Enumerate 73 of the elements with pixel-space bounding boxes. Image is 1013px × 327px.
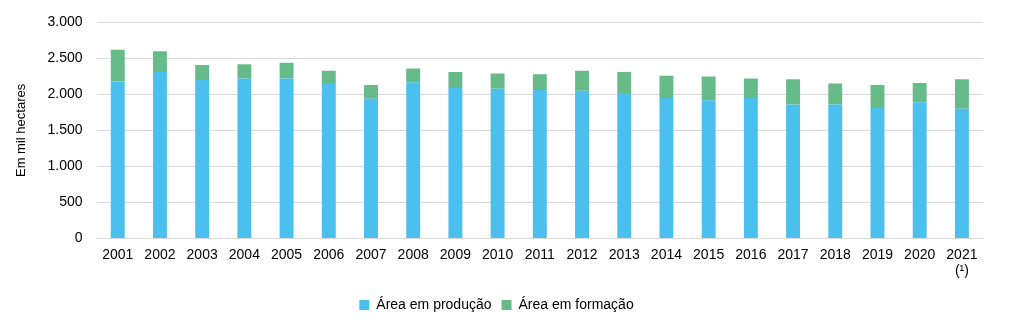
- bar: [912, 102, 927, 238]
- y-tick-label: 2.000: [47, 85, 83, 102]
- y-tick-label: 2.500: [47, 49, 83, 66]
- y-axis-title: Em mil hectares: [13, 83, 29, 177]
- bar: [786, 104, 801, 238]
- x-tick-label: 2007: [355, 245, 387, 262]
- bar: [870, 108, 885, 238]
- y-tick-label: 500: [59, 193, 83, 210]
- x-tick-label: 2005: [270, 245, 303, 262]
- bar: [828, 104, 843, 238]
- x-tick-label: 2011: [524, 245, 556, 262]
- x-tick-label: 2001: [102, 245, 134, 262]
- bar: [195, 64, 210, 80]
- bar: [321, 82, 336, 238]
- bar: [279, 78, 294, 238]
- bar: [110, 81, 125, 238]
- x-tick-label: 2013: [608, 245, 641, 262]
- y-tick-label: 1.500: [47, 121, 83, 138]
- legend-label: Área em produção: [376, 295, 492, 312]
- bar: [870, 85, 885, 109]
- x-tick-label: 2008: [397, 245, 429, 262]
- x-tick-label: 2014: [650, 245, 683, 262]
- y-tick-label: 1.000: [47, 157, 83, 174]
- bar: [659, 75, 674, 98]
- bar: [532, 74, 547, 91]
- bar: [237, 78, 252, 238]
- x-tick-label: 2010: [482, 245, 514, 262]
- bar: [406, 68, 421, 83]
- x-tick-label: 2019: [861, 245, 894, 262]
- bar: [321, 70, 336, 83]
- bar: [279, 62, 294, 79]
- y-tick-label: 0: [74, 229, 83, 246]
- x-tick-label: 2009: [439, 245, 472, 262]
- bar: [195, 80, 210, 238]
- x-tick-label: 2015: [693, 245, 725, 262]
- bar: [364, 85, 378, 99]
- x-tick-label: 2006: [313, 245, 345, 262]
- x-tick-label: 2004: [228, 245, 261, 262]
- bar: [701, 76, 716, 101]
- x-tick-label: 2016: [735, 245, 767, 262]
- x-tick-label: 2020: [904, 245, 936, 262]
- bar: [954, 108, 969, 238]
- bar: [743, 78, 758, 98]
- bar: [448, 87, 463, 238]
- bar: [828, 83, 843, 105]
- legend-label: Área em formação: [518, 295, 634, 312]
- x-tick-label: 2018: [819, 245, 852, 262]
- bar: [575, 70, 589, 91]
- bar: [659, 98, 674, 238]
- bar: [152, 51, 167, 73]
- bar: [743, 98, 758, 238]
- bar: [786, 79, 801, 105]
- bar: [912, 82, 927, 103]
- x-tick-label: 2012: [566, 245, 598, 262]
- bar: [110, 49, 125, 82]
- x-tick-label: 2002: [144, 245, 176, 262]
- bar: [954, 79, 969, 109]
- bar: [406, 82, 421, 238]
- x-tick-label: 2017: [777, 245, 809, 262]
- bar: [701, 100, 716, 238]
- bar: [237, 64, 252, 79]
- bar: [364, 98, 378, 238]
- bar: [617, 72, 632, 93]
- bar: [490, 73, 505, 89]
- bar: [448, 72, 463, 88]
- x-tick-label: 2003: [186, 245, 218, 262]
- bar: [617, 92, 632, 238]
- bar: [152, 72, 167, 238]
- bar: [575, 90, 589, 238]
- bar: [490, 88, 505, 238]
- bar: [532, 90, 547, 238]
- y-tick-label: 3.000: [47, 13, 83, 30]
- x-tick-label: 2021 (¹): [946, 245, 978, 279]
